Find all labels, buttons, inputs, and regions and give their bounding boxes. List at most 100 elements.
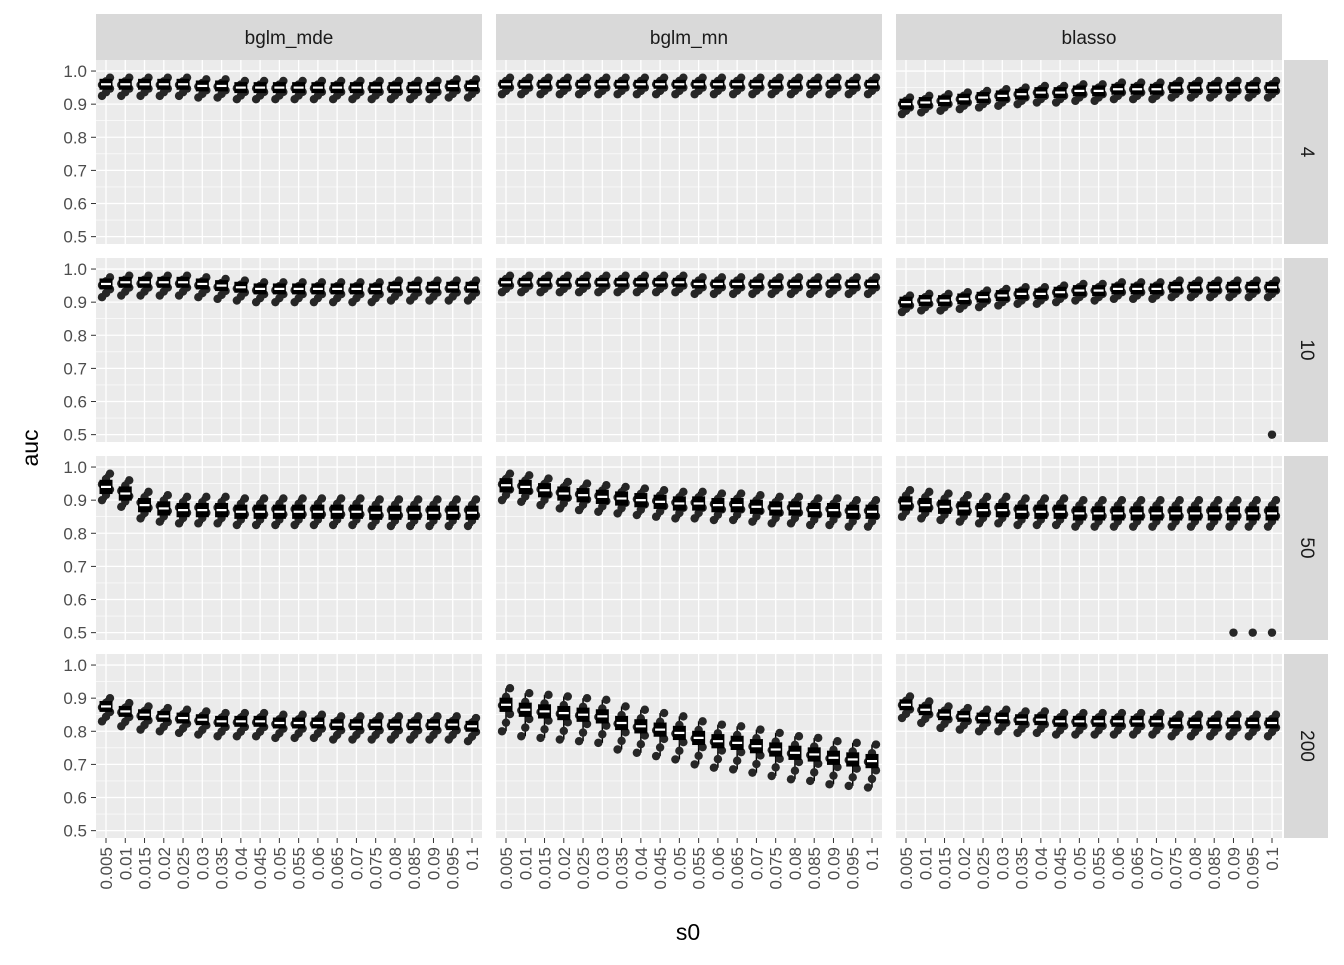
- x-tick-label: 0.1: [463, 847, 482, 871]
- data-point: [833, 73, 842, 82]
- data-point: [728, 765, 738, 774]
- data-point: [756, 751, 765, 760]
- data-point: [1021, 494, 1030, 503]
- data-point: [814, 733, 823, 743]
- data-point: [659, 486, 669, 495]
- data-point: [814, 759, 823, 768]
- facet-row-strip: [1284, 60, 1328, 244]
- data-point: [848, 773, 857, 782]
- x-tick-label: 0.065: [728, 847, 747, 890]
- data-point: [525, 73, 534, 82]
- data-point: [679, 487, 688, 497]
- data-point: [497, 727, 507, 736]
- facet-row-label: 4: [1296, 147, 1317, 158]
- data-point: [144, 702, 153, 711]
- data-point: [563, 692, 572, 701]
- data-point: [452, 495, 461, 504]
- data-point: [1002, 705, 1011, 714]
- x-tick-label: 0.06: [709, 847, 728, 880]
- data-point: [814, 73, 823, 82]
- x-tick-label: 0.045: [651, 847, 670, 890]
- facet-col-label: blasso: [1062, 28, 1117, 49]
- x-tick-label: 0.03: [593, 847, 612, 880]
- x-tick-label: 0.025: [574, 847, 593, 890]
- y-tick-label: 1.0: [63, 62, 87, 81]
- y-tick-label: 0.6: [63, 591, 87, 610]
- x-tick-label: 0.075: [1167, 847, 1186, 890]
- data-point: [775, 728, 784, 738]
- data-point: [1233, 710, 1242, 719]
- data-point: [1156, 495, 1165, 505]
- data-point: [806, 776, 815, 786]
- data-point: [833, 494, 842, 503]
- data-point: [336, 494, 346, 503]
- data-point: [621, 482, 630, 492]
- y-tick-label: 0.5: [63, 228, 87, 247]
- data-point: [1079, 495, 1088, 505]
- data-point: [602, 481, 611, 490]
- data-point: [602, 695, 611, 705]
- y-tick-label: 0.8: [63, 326, 87, 345]
- y-tick-label: 0.9: [63, 293, 87, 312]
- y-tick-label: 0.5: [63, 426, 87, 445]
- x-tick-label: 0.05: [270, 847, 289, 880]
- data-point: [544, 474, 553, 483]
- x-tick-label: 0.055: [290, 847, 309, 890]
- x-tick-label: 0.06: [1109, 847, 1128, 880]
- data-point: [1117, 708, 1127, 718]
- y-tick-label: 0.9: [63, 491, 87, 510]
- data-point: [240, 708, 250, 718]
- data-point: [182, 705, 192, 714]
- x-tick-label: 0.02: [955, 847, 974, 880]
- data-point: [794, 757, 804, 767]
- data-point: [790, 766, 800, 775]
- data-point: [775, 754, 784, 763]
- data-point: [1252, 495, 1261, 505]
- data-point: [871, 273, 881, 282]
- data-point: [525, 471, 534, 480]
- data-point: [833, 737, 842, 746]
- x-tick-label: 0.025: [974, 847, 993, 890]
- data-point: [871, 495, 881, 505]
- data-point: [852, 738, 861, 748]
- data-point: [963, 703, 972, 713]
- data-point: [578, 728, 588, 737]
- data-point: [279, 710, 288, 719]
- data-point: [659, 708, 669, 718]
- data-point: [602, 721, 611, 730]
- x-tick-label: 0.01: [116, 847, 135, 880]
- y-tick-label: 0.5: [63, 624, 87, 643]
- x-tick-label: 0.055: [1090, 847, 1109, 890]
- data-point: [505, 684, 515, 693]
- data-point: [105, 693, 115, 703]
- data-point: [544, 271, 553, 280]
- x-tick-label: 0.005: [897, 847, 916, 890]
- data-point: [544, 716, 553, 725]
- data-point: [433, 712, 442, 721]
- y-tick-label: 0.5: [63, 822, 87, 841]
- facet-col-label: bglm_mde: [245, 28, 334, 49]
- data-point: [621, 728, 630, 737]
- data-point: [598, 730, 607, 739]
- data-point: [905, 692, 915, 701]
- data-point: [125, 698, 134, 708]
- data-point: [863, 783, 873, 792]
- data-point: [717, 273, 727, 282]
- data-point: [602, 73, 611, 82]
- data-point: [163, 703, 172, 713]
- x-tick-label: 0.09: [824, 847, 843, 880]
- data-point: [1271, 710, 1281, 719]
- data-point: [394, 495, 404, 504]
- x-tick-label: 0.06: [309, 847, 328, 880]
- data-point: [771, 763, 780, 772]
- data-point: [810, 768, 819, 777]
- y-tick-label: 0.6: [63, 195, 87, 214]
- data-point: [982, 705, 992, 714]
- x-tick-label: 0.1: [863, 847, 882, 871]
- x-tick-label: 0.04: [632, 847, 651, 880]
- data-point: [944, 489, 953, 498]
- data-point: [659, 271, 669, 280]
- y-axis-title: auc: [17, 429, 43, 466]
- data-point: [1002, 492, 1011, 502]
